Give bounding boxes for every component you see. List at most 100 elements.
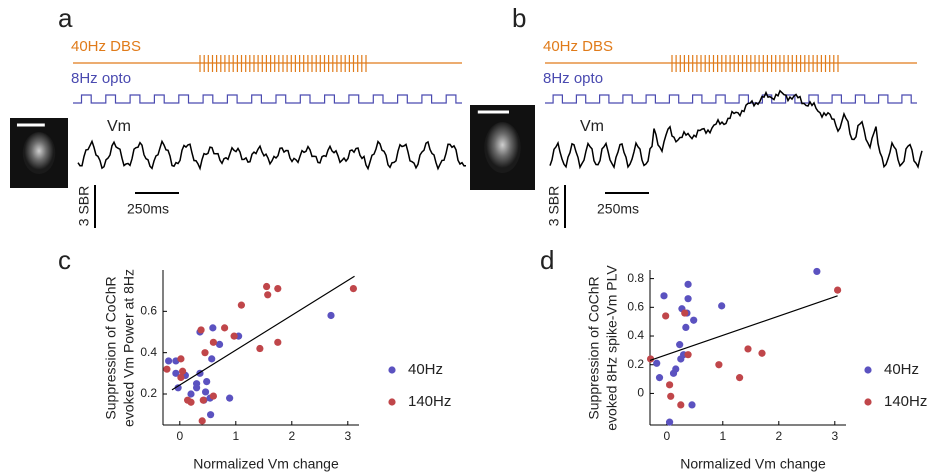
y-tick-label: 0 [637, 386, 644, 400]
point [198, 417, 206, 425]
point [264, 291, 272, 299]
panel-label: c [58, 245, 71, 275]
point [715, 361, 723, 369]
point [263, 282, 271, 291]
x-axis-label: Normalized Vm change [680, 456, 826, 472]
point [201, 349, 209, 357]
point [226, 394, 234, 402]
y-tick-label: 0.4 [627, 328, 644, 342]
point [179, 367, 187, 375]
cell-body [484, 122, 521, 173]
point [230, 332, 238, 340]
y-tick-label: 0.8 [627, 271, 644, 285]
point [758, 349, 766, 357]
x-axis-label: Normalized Vm change [193, 456, 339, 472]
legend-label: 140Hz [884, 393, 927, 410]
dbs-pulses [199, 55, 367, 72]
point [203, 378, 211, 386]
opto-pulses [545, 94, 917, 104]
point [834, 286, 842, 294]
dbs-pulses [671, 55, 839, 72]
scale-label-y: 3 SBR [546, 186, 562, 226]
point [163, 365, 171, 373]
point [646, 355, 655, 363]
legend-label: 40Hz [408, 361, 443, 378]
scale-label-x: 250ms [127, 201, 169, 217]
point [177, 355, 185, 363]
point [327, 311, 335, 320]
fit-line [649, 295, 838, 361]
panel-label: a [58, 3, 73, 33]
y-tick-label: 0.2 [627, 357, 644, 371]
point [197, 326, 205, 334]
point [813, 267, 821, 276]
point [165, 357, 173, 365]
legend-marker [388, 398, 396, 406]
point [172, 369, 180, 377]
point [187, 390, 195, 398]
point [690, 316, 698, 324]
point [682, 323, 690, 332]
point [349, 285, 357, 293]
scale-label-x: 250ms [597, 201, 639, 217]
point [174, 384, 182, 392]
point [221, 324, 229, 332]
point [274, 285, 282, 293]
legend-label: 40Hz [884, 361, 919, 378]
x-tick-label: 0 [663, 429, 670, 443]
point [684, 280, 692, 288]
point [669, 369, 678, 377]
point [653, 359, 661, 367]
y-axis-label: evoked Vm Power at 8Hz [121, 269, 137, 427]
y-tick-label: 0.2 [140, 386, 157, 400]
point [681, 309, 689, 317]
point [215, 340, 224, 348]
trace-label: Vm [107, 118, 131, 135]
point [667, 392, 675, 400]
panel-label: b [512, 3, 526, 33]
y-tick-label: 0.6 [140, 304, 157, 318]
x-tick-label: 1 [232, 429, 239, 443]
point [274, 338, 282, 346]
point [208, 355, 216, 363]
point [736, 374, 744, 382]
stim-label: 40Hz DBS [71, 38, 141, 55]
x-tick-label: 2 [775, 429, 782, 443]
point [207, 411, 215, 419]
x-tick-label: 0 [176, 429, 183, 443]
panel-label: d [540, 245, 554, 275]
opto-pulses [73, 94, 462, 104]
cell-body [22, 132, 56, 174]
point [201, 388, 210, 396]
point [256, 344, 264, 353]
point [718, 302, 726, 310]
point [666, 418, 674, 426]
vm-trace [77, 139, 467, 171]
point [688, 401, 696, 409]
x-tick-label: 3 [831, 429, 838, 443]
y-axis-label: Suppression of CoChR [103, 276, 119, 419]
point [187, 398, 195, 406]
point [655, 374, 664, 382]
x-tick-label: 2 [288, 429, 295, 443]
vm-trace [549, 89, 923, 170]
y-tick-label: 0.4 [140, 345, 157, 359]
scale-label-y: 3 SBR [76, 186, 92, 226]
stim-label: 40Hz DBS [543, 38, 613, 55]
point [744, 345, 752, 353]
y-axis-label: Suppression of CoChR [586, 276, 602, 419]
legend-marker [864, 366, 872, 374]
point [237, 301, 245, 309]
y-tick-label: 0.6 [627, 299, 644, 313]
point [662, 312, 670, 320]
point [193, 384, 201, 392]
point [676, 341, 684, 349]
point [209, 392, 217, 400]
y-axis-label: evoked 8Hz spike-Vm PLV [604, 265, 620, 431]
point [684, 351, 692, 359]
x-tick-label: 3 [344, 429, 351, 443]
point [209, 338, 217, 346]
point [177, 373, 185, 382]
legend-label: 140Hz [408, 393, 451, 410]
